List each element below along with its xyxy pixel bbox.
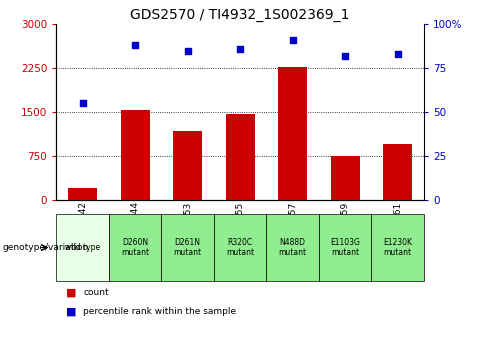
Point xyxy=(289,37,296,43)
Text: percentile rank within the sample: percentile rank within the sample xyxy=(83,307,236,316)
Text: count: count xyxy=(83,288,109,297)
Point xyxy=(79,101,87,106)
Bar xyxy=(371,214,424,281)
Bar xyxy=(331,156,360,200)
Bar xyxy=(214,214,267,281)
Point xyxy=(393,51,401,57)
Bar xyxy=(383,144,412,200)
Point xyxy=(131,42,139,48)
Bar xyxy=(173,131,202,200)
Text: ■: ■ xyxy=(66,307,76,317)
Point xyxy=(341,53,349,59)
Text: D261N
mutant: D261N mutant xyxy=(173,238,202,257)
Text: ■: ■ xyxy=(66,288,76,298)
Bar xyxy=(161,214,214,281)
Text: E1230K
mutant: E1230K mutant xyxy=(383,238,412,257)
Title: GDS2570 / TI4932_1S002369_1: GDS2570 / TI4932_1S002369_1 xyxy=(130,8,350,22)
Bar xyxy=(109,214,161,281)
Text: R320C
mutant: R320C mutant xyxy=(226,238,254,257)
Text: E1103G
mutant: E1103G mutant xyxy=(330,238,360,257)
Bar xyxy=(319,214,371,281)
Text: genotype/variation: genotype/variation xyxy=(2,243,89,252)
Bar xyxy=(121,110,149,200)
Bar xyxy=(267,214,319,281)
Bar xyxy=(226,115,254,200)
Point xyxy=(184,48,192,53)
Text: wild type: wild type xyxy=(65,243,100,252)
Bar xyxy=(68,188,97,200)
Bar xyxy=(278,67,307,200)
Text: N488D
mutant: N488D mutant xyxy=(278,238,307,257)
Bar xyxy=(56,214,109,281)
Text: D260N
mutant: D260N mutant xyxy=(121,238,149,257)
Point xyxy=(236,46,244,51)
